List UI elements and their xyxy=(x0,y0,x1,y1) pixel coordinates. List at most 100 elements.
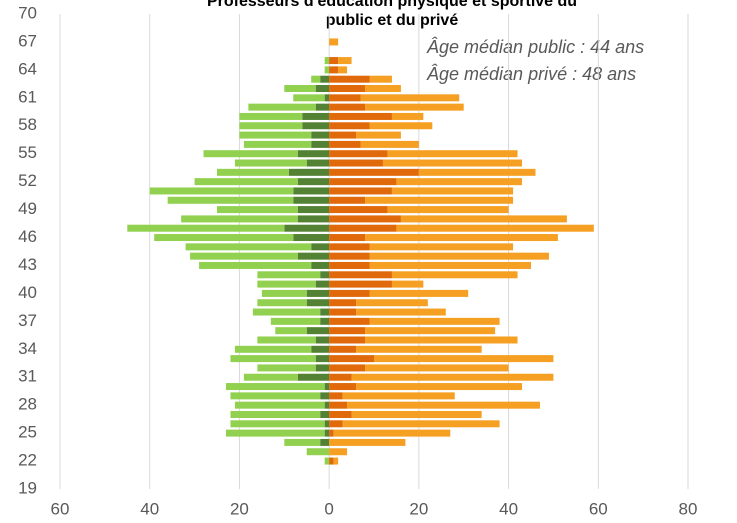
bar xyxy=(306,448,330,456)
bar xyxy=(365,327,496,335)
bar xyxy=(127,224,285,232)
bar xyxy=(217,168,289,176)
bar xyxy=(391,271,518,279)
bar xyxy=(230,355,316,363)
bar xyxy=(369,289,469,297)
bar xyxy=(365,234,558,242)
bar xyxy=(154,234,294,242)
bar xyxy=(333,429,451,437)
bar xyxy=(329,392,343,400)
bar xyxy=(356,299,428,307)
bar xyxy=(329,206,388,214)
bar xyxy=(329,150,388,158)
bar xyxy=(396,178,523,186)
bar xyxy=(311,75,321,83)
bar xyxy=(369,261,531,269)
bar xyxy=(257,364,316,372)
bar xyxy=(315,336,330,344)
y-tick-label: 22 xyxy=(18,451,37,470)
bar xyxy=(302,112,330,120)
bar xyxy=(239,131,312,139)
bar xyxy=(387,150,518,158)
bar xyxy=(230,392,321,400)
bar xyxy=(329,234,366,242)
bar xyxy=(391,112,424,120)
bar xyxy=(329,289,370,297)
bar xyxy=(329,261,370,269)
bar xyxy=(261,289,307,297)
bar xyxy=(347,401,540,409)
bar xyxy=(329,196,366,204)
bar xyxy=(329,131,357,139)
bar xyxy=(320,75,330,83)
bar xyxy=(297,206,330,214)
bar xyxy=(329,75,370,83)
bar xyxy=(329,401,348,409)
bar xyxy=(391,280,424,288)
bar xyxy=(329,355,374,363)
bar xyxy=(329,178,397,186)
bar xyxy=(225,429,325,437)
bar xyxy=(324,401,330,409)
bar xyxy=(311,131,330,139)
bar xyxy=(329,336,366,344)
bar xyxy=(252,308,321,316)
x-tick-label: 20 xyxy=(230,499,249,518)
y-tick-label: 70 xyxy=(18,3,37,22)
bar xyxy=(194,178,298,186)
bar xyxy=(365,103,464,111)
bar xyxy=(243,373,298,381)
y-tick-label: 52 xyxy=(18,171,37,190)
bar xyxy=(329,373,352,381)
bar xyxy=(320,438,330,446)
bar xyxy=(320,392,330,400)
bar xyxy=(329,187,392,195)
bar xyxy=(329,438,406,446)
bar xyxy=(311,140,330,148)
bar xyxy=(181,215,298,223)
annotation: Âge médian public : 44 ans xyxy=(426,37,644,57)
y-tick-label: 58 xyxy=(18,115,37,134)
y-tick-label: 67 xyxy=(18,31,37,50)
bar xyxy=(167,196,294,204)
bar xyxy=(356,308,446,316)
bar xyxy=(315,103,330,111)
y-tick-label: 37 xyxy=(18,311,37,330)
bar xyxy=(418,168,536,176)
bar xyxy=(306,327,330,335)
y-tick-label: 64 xyxy=(18,59,37,78)
bar xyxy=(199,261,312,269)
x-tick-label: 20 xyxy=(409,499,428,518)
bar xyxy=(338,57,352,65)
bar xyxy=(365,196,514,204)
bar xyxy=(311,345,330,353)
bar xyxy=(315,85,330,93)
bar xyxy=(297,373,330,381)
bar xyxy=(400,215,567,223)
bar xyxy=(293,94,325,102)
bar xyxy=(190,252,298,260)
bar xyxy=(315,364,330,372)
bar xyxy=(329,429,334,437)
bar xyxy=(288,168,330,176)
bar xyxy=(329,168,419,176)
bar xyxy=(234,401,325,409)
bar xyxy=(315,355,330,363)
bar xyxy=(329,364,366,372)
bar xyxy=(275,327,307,335)
chart-title: Professeurs d'éducation physique et spor… xyxy=(207,0,577,10)
chart-title: public et du privé xyxy=(326,12,459,29)
x-tick-label: 60 xyxy=(51,499,70,518)
bar xyxy=(306,289,330,297)
bar xyxy=(329,252,370,260)
x-tick-label: 80 xyxy=(679,499,698,518)
bar xyxy=(360,140,419,148)
bar xyxy=(320,410,330,418)
bar xyxy=(329,271,392,279)
bar xyxy=(324,429,330,437)
bar xyxy=(320,317,330,325)
bar xyxy=(230,410,321,418)
bar xyxy=(257,336,316,344)
y-tick-label: 43 xyxy=(18,255,37,274)
bar xyxy=(315,280,330,288)
